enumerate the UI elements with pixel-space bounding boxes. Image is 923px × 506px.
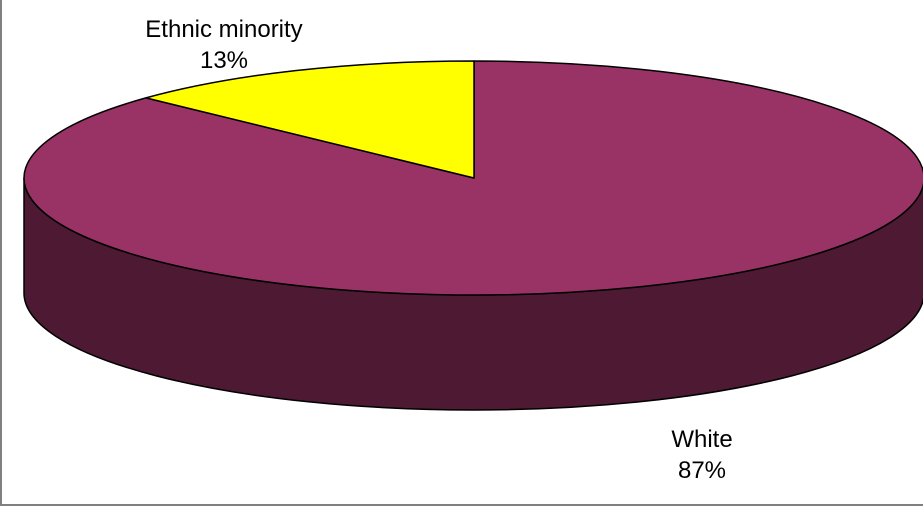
pie-top-group	[23, 60, 923, 296]
pie-slice-ethnic-minority	[145, 60, 475, 179]
pie-labels-group: White 87% Ethnic minority 13%	[145, 16, 732, 484]
slice-label-ethnic-minority: Ethnic minority	[145, 16, 302, 43]
slice-percent-ethnic-minority: 13%	[200, 47, 248, 74]
slice-percent-white: 87%	[678, 457, 726, 484]
slice-label-white: White	[671, 426, 732, 453]
